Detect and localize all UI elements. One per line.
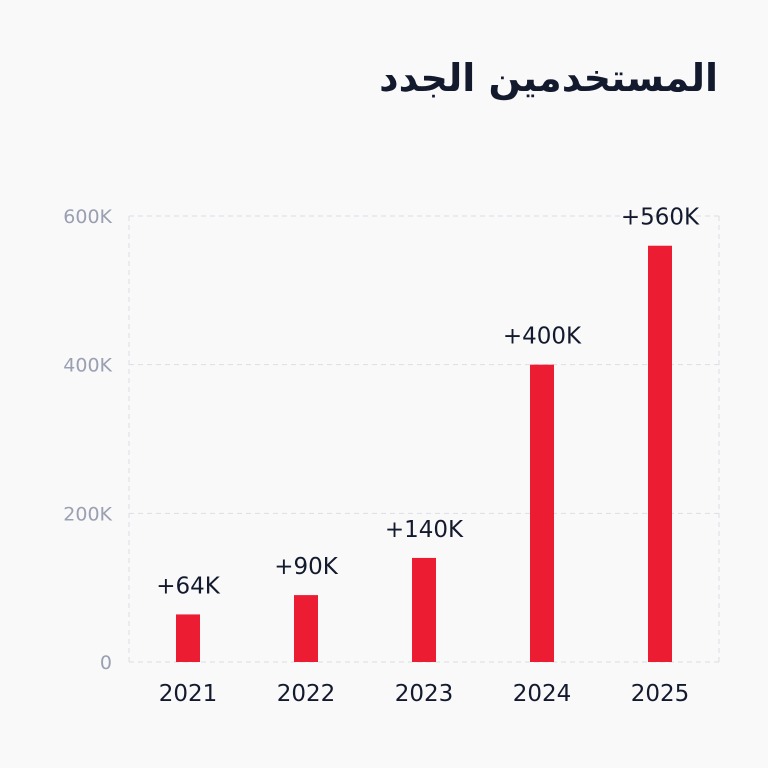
y-axis: 0 200K 400K 600K bbox=[63, 206, 112, 674]
x-tick-label: 2022 bbox=[277, 681, 336, 707]
data-label: +560K bbox=[621, 205, 700, 231]
data-label: +400K bbox=[503, 324, 582, 350]
y-tick-label: 200K bbox=[63, 503, 112, 525]
bars bbox=[176, 245, 672, 662]
data-label: +140K bbox=[385, 517, 464, 543]
grid-layer bbox=[128, 215, 720, 663]
bar bbox=[530, 364, 554, 662]
y-tick-label: 0 bbox=[100, 652, 112, 674]
bar bbox=[294, 595, 318, 662]
chart-title: المستخدمين الجدد bbox=[379, 56, 718, 100]
bar bbox=[176, 614, 200, 662]
x-tick-label: 2025 bbox=[631, 681, 690, 707]
x-tick-label: 2024 bbox=[513, 681, 572, 707]
data-label: +64K bbox=[156, 573, 221, 599]
bar bbox=[648, 245, 672, 662]
x-tick-label: 2023 bbox=[395, 681, 454, 707]
y-tick-label: 400K bbox=[63, 355, 112, 377]
data-labels: +64K +90K +140K +400K +560K bbox=[156, 205, 700, 600]
x-tick-label: 2021 bbox=[159, 681, 218, 707]
y-tick-label: 600K bbox=[63, 206, 112, 228]
bar bbox=[412, 557, 436, 662]
x-axis: 2021 2022 2023 2024 2025 bbox=[159, 681, 690, 707]
data-label: +90K bbox=[274, 554, 339, 580]
